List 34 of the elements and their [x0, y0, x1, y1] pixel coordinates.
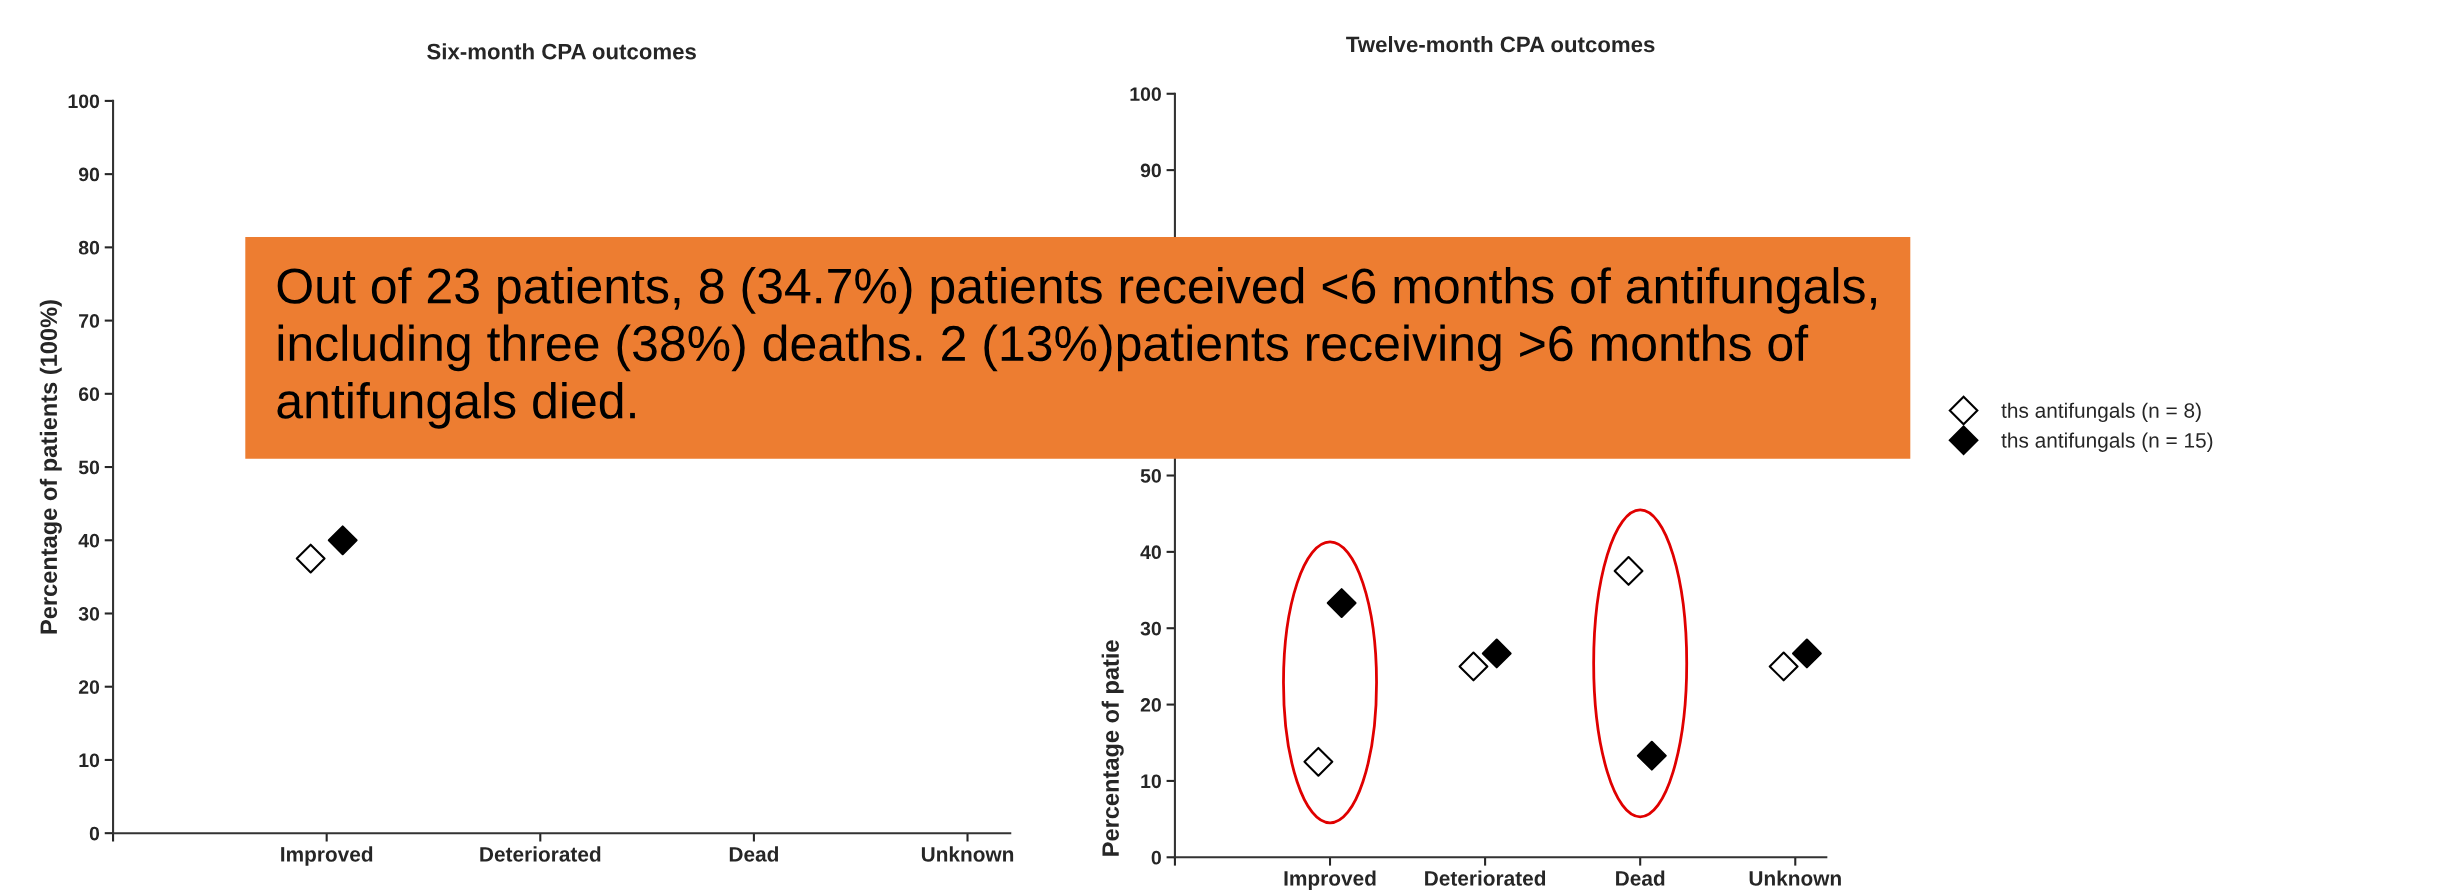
x-tick-label: Unknown: [921, 846, 1014, 862]
y-tick-label: 100: [68, 94, 100, 109]
y-tick-label: 50: [78, 460, 100, 475]
y-tick-label: 0: [89, 826, 100, 841]
y-tick-label: 20: [1140, 698, 1161, 712]
x-tick-label: Deteriorated: [480, 846, 601, 862]
y-tick-label: 30: [78, 606, 100, 621]
legend-label: ths antifungals (n = 8): [2001, 402, 2201, 423]
y-tick-label: 20: [78, 680, 100, 694]
y-tick-label: 70: [79, 314, 100, 328]
x-tick-label: Improved: [1284, 870, 1376, 890]
annotation: Out of 23 patients, 8 (34.7%) patients received <6 months of antifungals, including three (38%) deaths. 2 (13%)patients receiving >6 months of antifungals died.: [277, 267, 1876, 429]
y-tick-label: 90: [1140, 163, 1161, 178]
chart-title: Twelve-month CPA outcomes: [1346, 35, 1655, 53]
y-axis-title: Percentage of patients (100%): [39, 300, 62, 634]
y-tick-label: 40: [1140, 545, 1161, 560]
y-tick-label: 60: [78, 387, 100, 402]
x-tick-label: Improved: [281, 846, 373, 866]
y-tick-label: 30: [1140, 621, 1161, 636]
x-tick-label: Unknown: [1749, 870, 1841, 886]
y-tick-label: 50: [1140, 468, 1161, 483]
y-axis-title: Percentage of patie: [1101, 640, 1124, 856]
x-tick-label: Dead: [1616, 870, 1665, 886]
y-tick-label: 10: [1141, 774, 1161, 789]
y-tick-label: 100: [1130, 87, 1161, 101]
y-tick-label: 0: [1151, 850, 1161, 865]
x-tick-label: Dead: [729, 846, 779, 862]
y-tick-label: 10: [79, 753, 100, 768]
chart-title: Six-month CPA outcomes: [427, 43, 696, 60]
y-tick-label: 90: [78, 167, 100, 182]
y-tick-label: 80: [78, 240, 100, 255]
x-tick-label: Deteriorated: [1425, 870, 1546, 886]
legend-label: ths antifungals (n = 15): [2001, 432, 2213, 452]
y-tick-label: 40: [78, 533, 100, 548]
